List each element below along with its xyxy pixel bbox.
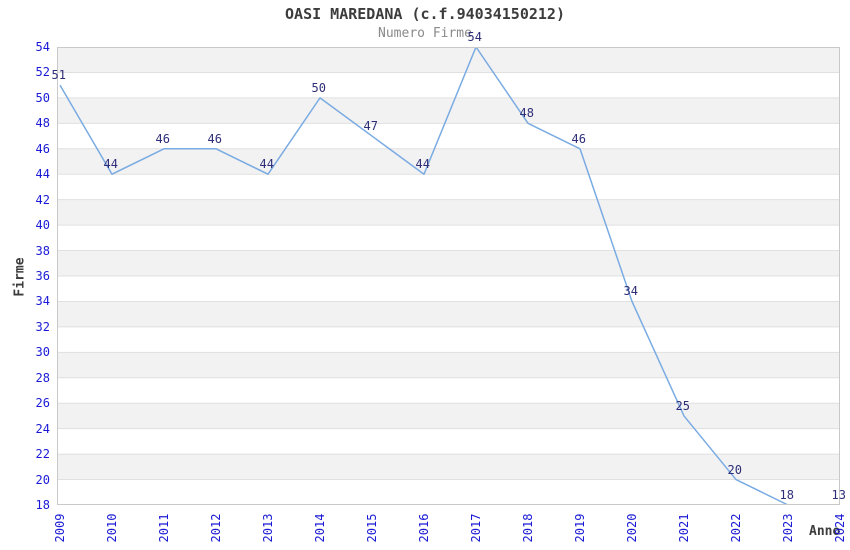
x-tick-label: 2018 [521, 513, 535, 543]
x-tick-label: 2010 [105, 513, 119, 543]
data-point-label: 13 [831, 488, 846, 502]
data-point-label: 20 [727, 462, 742, 477]
chart-subtitle: Numero Firme [378, 26, 472, 41]
y-tick-label: 26 [35, 396, 50, 411]
x-tick-label: 2014 [313, 513, 327, 543]
data-point-label: 34 [623, 284, 638, 299]
x-tick-label: 2013 [261, 513, 275, 543]
data-line [59, 47, 789, 505]
x-tick-label: 2022 [729, 513, 743, 543]
grid-stripe [57, 403, 840, 429]
y-tick-label: 44 [35, 167, 50, 182]
data-point-label: 46 [155, 131, 170, 146]
x-tick-label: 2011 [157, 513, 171, 543]
grid-stripe [57, 301, 840, 327]
y-tick-label: 20 [35, 472, 50, 487]
data-point-label: 54 [467, 30, 482, 44]
y-tick-label: 24 [35, 421, 50, 436]
data-point-label: 51 [51, 68, 66, 83]
data-point-label: 50 [311, 80, 326, 95]
grid-stripe [57, 97, 840, 124]
x-tick-label: 2023 [781, 513, 795, 543]
grid-stripe [57, 352, 840, 378]
plot-area [57, 47, 840, 505]
grid-stripe [57, 454, 840, 480]
y-tick-label: 46 [35, 141, 50, 156]
y-tick-label: 36 [35, 269, 50, 283]
y-tick-label: 54 [35, 40, 50, 54]
y-tick-label: 30 [35, 345, 50, 360]
x-tick-label: 2016 [417, 513, 431, 543]
grid-stripe [57, 199, 840, 226]
x-tick-label: 2017 [469, 513, 483, 543]
y-tick-label: 50 [35, 90, 50, 105]
x-axis-title: Anno [809, 524, 841, 539]
data-point-label: 44 [103, 157, 118, 172]
x-tick-label: 2024 [833, 513, 847, 543]
x-tick-label: 2019 [573, 513, 587, 543]
x-tick-label: 2015 [365, 513, 379, 543]
x-tick-label: 2009 [53, 513, 67, 543]
grid-stripe [57, 148, 840, 175]
y-tick-label: 32 [35, 319, 50, 334]
plot-border [57, 47, 840, 505]
y-tick-label: 52 [35, 65, 50, 80]
data-point-label: 25 [675, 398, 690, 413]
chart-title: OASI MAREDANA (c.f.94034150212) [285, 5, 565, 23]
data-point-label: 44 [415, 157, 430, 172]
y-tick-label: 34 [35, 294, 50, 309]
x-tick-label: 2012 [209, 513, 223, 543]
data-point-label: 18 [779, 488, 794, 502]
y-tick-label: 28 [35, 370, 50, 385]
data-point-label: 48 [519, 106, 534, 121]
grid-stripe [57, 47, 840, 73]
y-tick-label: 18 [35, 498, 50, 512]
data-point-label: 44 [259, 157, 274, 172]
x-tick-label: 2021 [677, 513, 691, 543]
y-tick-label: 38 [35, 243, 50, 258]
data-point-label: 46 [207, 131, 222, 146]
grid-stripe [57, 250, 840, 276]
data-point-label: 46 [571, 131, 586, 146]
y-tick-label: 42 [35, 192, 50, 207]
y-tick-label: 40 [35, 218, 50, 233]
x-tick-label: 2020 [625, 513, 639, 543]
y-tick-label: 22 [35, 447, 50, 462]
data-point-label: 47 [363, 119, 378, 134]
y-tick-label: 48 [35, 116, 50, 131]
